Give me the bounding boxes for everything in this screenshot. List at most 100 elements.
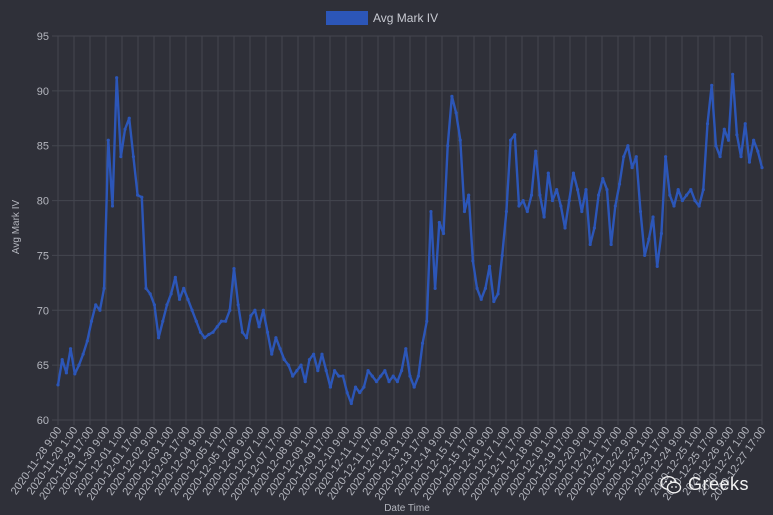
data-point[interactable] (261, 308, 265, 312)
data-point[interactable] (307, 358, 312, 362)
data-point[interactable] (400, 369, 404, 373)
data-point[interactable] (278, 347, 282, 351)
data-point[interactable] (144, 286, 148, 290)
data-point[interactable] (345, 390, 349, 395)
data-point[interactable] (617, 182, 622, 186)
data-point[interactable] (203, 336, 207, 340)
data-point[interactable] (739, 155, 743, 159)
data-point[interactable] (542, 215, 546, 219)
data-point[interactable] (362, 385, 366, 389)
data-point[interactable] (437, 220, 441, 225)
data-point[interactable] (471, 259, 475, 263)
data-point[interactable] (429, 209, 433, 214)
data-point[interactable] (441, 231, 446, 236)
data-point[interactable] (613, 204, 617, 208)
data-point[interactable] (483, 286, 488, 290)
data-point[interactable] (475, 286, 479, 290)
data-point[interactable] (379, 374, 383, 378)
data-point[interactable] (655, 264, 659, 268)
data-point[interactable] (148, 292, 152, 296)
data-point[interactable] (425, 319, 429, 323)
data-point[interactable] (458, 138, 462, 142)
data-point[interactable] (257, 325, 261, 329)
data-point[interactable] (366, 369, 370, 373)
data-point[interactable] (559, 204, 563, 208)
data-point[interactable] (182, 286, 186, 290)
data-point[interactable] (689, 188, 693, 192)
data-point[interactable] (718, 155, 722, 159)
data-point[interactable] (630, 166, 634, 170)
data-point[interactable] (479, 297, 483, 301)
data-point[interactable] (219, 319, 224, 323)
data-point[interactable] (626, 144, 630, 148)
data-point[interactable] (253, 308, 257, 312)
data-point[interactable] (341, 374, 345, 378)
data-point[interactable] (190, 308, 194, 312)
data-point[interactable] (550, 198, 555, 203)
data-point[interactable] (374, 380, 379, 384)
data-point[interactable] (500, 253, 504, 258)
data-point[interactable] (131, 155, 136, 159)
data-point[interactable] (169, 292, 173, 296)
data-point[interactable] (735, 133, 739, 137)
data-point[interactable] (420, 341, 425, 345)
data-point[interactable] (312, 352, 316, 356)
data-point[interactable] (555, 188, 559, 192)
data-point[interactable] (106, 138, 110, 142)
data-point[interactable] (198, 330, 203, 334)
data-point[interactable] (760, 166, 764, 170)
data-point[interactable] (408, 374, 412, 378)
data-point[interactable] (165, 303, 169, 307)
data-point[interactable] (680, 198, 684, 203)
data-point[interactable] (68, 347, 73, 351)
data-point[interactable] (525, 209, 529, 214)
data-point[interactable] (303, 380, 307, 384)
data-point[interactable] (609, 242, 613, 247)
data-point[interactable] (395, 380, 400, 384)
data-point[interactable] (571, 171, 576, 175)
data-point[interactable] (358, 390, 362, 395)
data-point[interactable] (521, 198, 525, 203)
data-point[interactable] (714, 144, 718, 148)
data-point[interactable] (701, 188, 705, 192)
data-point[interactable] (567, 198, 571, 203)
data-point[interactable] (492, 299, 496, 304)
data-point[interactable] (207, 332, 211, 337)
data-point[interactable] (115, 76, 119, 80)
data-point[interactable] (291, 374, 295, 378)
data-point[interactable] (286, 363, 291, 367)
data-point[interactable] (454, 111, 458, 115)
data-point[interactable] (726, 138, 731, 142)
data-point[interactable] (127, 116, 131, 120)
data-point[interactable] (584, 188, 588, 192)
data-point[interactable] (643, 253, 647, 258)
data-point[interactable] (102, 286, 106, 290)
data-point[interactable] (215, 325, 219, 329)
data-point[interactable] (504, 209, 508, 214)
data-point[interactable] (668, 193, 672, 197)
data-point[interactable] (370, 374, 374, 378)
data-point[interactable] (236, 303, 240, 307)
data-point[interactable] (56, 383, 60, 387)
data-point[interactable] (265, 330, 270, 334)
data-point[interactable] (697, 204, 701, 208)
data-point[interactable] (228, 308, 232, 312)
data-point[interactable] (664, 155, 668, 159)
legend-label[interactable]: Avg Mark IV (373, 11, 438, 25)
data-point[interactable] (710, 83, 714, 87)
data-point[interactable] (563, 226, 567, 230)
data-point[interactable] (634, 155, 638, 159)
data-point[interactable] (136, 193, 140, 197)
data-point[interactable] (659, 231, 664, 236)
data-point[interactable] (85, 339, 89, 343)
data-point[interactable] (232, 266, 236, 271)
data-point[interactable] (576, 188, 580, 192)
data-point[interactable] (412, 385, 416, 389)
data-point[interactable] (177, 297, 182, 301)
data-point[interactable] (404, 347, 408, 351)
data-point[interactable] (274, 336, 278, 340)
data-point[interactable] (299, 363, 303, 367)
data-point[interactable] (387, 380, 391, 384)
data-point[interactable] (693, 198, 697, 203)
data-point[interactable] (676, 188, 680, 192)
